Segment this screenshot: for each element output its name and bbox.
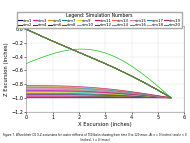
Legend: sim1, sim2, sim3, sim4, sim5, sim6, sim7, sim8, sim9, sim10, sim11, sim12, sim13: sim1, sim2, sim3, sim4, sim5, sim6, sim7… — [17, 12, 182, 28]
Text: Figure 7. Wheelchair CG X-Z excursions for caster stiffness of 750 lbs/in showin: Figure 7. Wheelchair CG X-Z excursions f… — [3, 133, 187, 142]
Y-axis label: Z Excursion (inches): Z Excursion (inches) — [4, 42, 9, 96]
X-axis label: X Excursion (inches): X Excursion (inches) — [78, 122, 132, 127]
